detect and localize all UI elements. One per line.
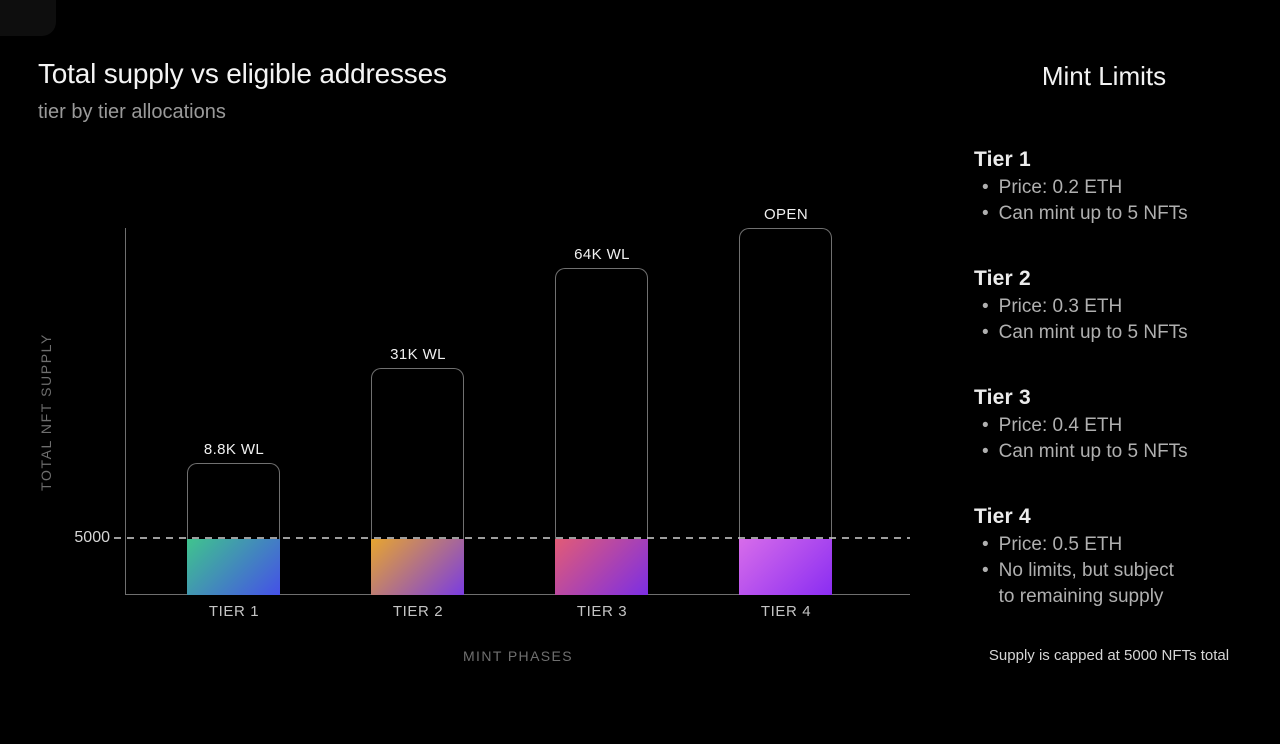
tier-bullet-item: • Price: 0.2 ETH — [974, 175, 1254, 201]
tier-bullet-item: • Price: 0.4 ETH — [974, 413, 1254, 439]
tier-info-block: Tier 1 • Price: 0.2 ETH • Can mint up to 5 N… — [974, 147, 1254, 227]
tier-bullet-item: • Can mint up to 5 NFTs — [974, 201, 1254, 227]
eligible-addresses-outline-bar — [187, 463, 280, 594]
bullet-text: Price: 0.4 ETH — [998, 415, 1123, 436]
bullet-dot: • — [982, 441, 989, 462]
tier-bullet-list: • Price: 0.3 ETH • Can mint up to 5 NFTs — [974, 294, 1254, 346]
x-axis-category-label: TIER 4 — [760, 603, 812, 620]
supply-gradient-bar — [187, 539, 280, 595]
bullet-text: Price: 0.5 ETH — [998, 534, 1123, 555]
y-axis-tick-5000: 5000 — [74, 529, 110, 546]
bullet-text: Price: 0.3 ETH — [998, 296, 1123, 317]
eligible-addresses-outline-bar — [739, 228, 832, 594]
tier-bullet-item: • No limits, but subject to remaining sup… — [974, 558, 1254, 610]
page-subtitle: tier by tier allocations — [38, 101, 226, 123]
tier-heading: Tier 1 — [974, 148, 1031, 171]
eligible-addresses-outline-bar — [555, 268, 648, 594]
bar-value-label: OPEN — [763, 206, 809, 223]
corner-decoration — [0, 0, 56, 36]
bullet-text: Can mint up to 5 NFTs — [998, 322, 1188, 343]
bullet-dot: • — [982, 322, 989, 343]
page-title: Total supply vs eligible addresses — [38, 58, 447, 89]
tier-bullet-item: • Can mint up to 5 NFTs — [974, 320, 1254, 346]
supply-gradient-bar — [739, 539, 832, 595]
bar-value-label: 31K WL — [390, 346, 446, 363]
bullet-text: No limits, but subject to remaining supp… — [998, 560, 1174, 607]
supply-gradient-bar — [371, 539, 464, 595]
bullet-dot: • — [982, 534, 989, 555]
bullet-dot: • — [982, 560, 989, 581]
tier-bullet-list: • Price: 0.2 ETH • Can mint up to 5 NFTs — [974, 175, 1254, 227]
bullet-dot: • — [982, 177, 989, 198]
supply-cap-dashed-line — [114, 537, 910, 539]
tier-info-block: Tier 3 • Price: 0.4 ETH • Can mint up to 5 N… — [974, 385, 1254, 465]
bar-value-label: 64K WL — [574, 246, 630, 263]
bullet-text: Price: 0.2 ETH — [998, 177, 1123, 198]
bullet-dot: • — [982, 203, 989, 224]
supply-gradient-bar — [555, 539, 648, 595]
y-axis-label: TOTAL NFT SUPPLY — [38, 333, 54, 491]
x-axis-category-label: TIER 2 — [392, 603, 444, 620]
x-axis-category-label: TIER 3 — [576, 603, 628, 620]
bar-value-label: 8.8K WL — [203, 441, 265, 458]
tier-heading: Tier 2 — [974, 267, 1031, 290]
tier-bullet-list: • Price: 0.4 ETH • Can mint up to 5 NFTs — [974, 413, 1254, 465]
eligible-addresses-outline-bar — [371, 368, 464, 594]
tier-info-block: Tier 2 • Price: 0.3 ETH • Can mint up to 5 N… — [974, 266, 1254, 346]
x-axis-line — [125, 594, 910, 595]
panel-title: Mint Limits — [1041, 61, 1167, 91]
tier-heading: Tier 3 — [974, 386, 1031, 409]
tier-bullet-item: • Price: 0.5 ETH — [974, 532, 1254, 558]
bullet-dot: • — [982, 296, 989, 317]
tier-bullet-list: • Price: 0.5 ETH • No limits, but subject t… — [974, 532, 1254, 610]
y-axis-line — [125, 228, 126, 595]
x-axis-category-label: TIER 1 — [208, 603, 260, 620]
tier-heading: Tier 4 — [974, 505, 1031, 528]
tier-bullet-item: • Can mint up to 5 NFTs — [974, 439, 1254, 465]
tier-info-block: Tier 4 • Price: 0.5 ETH • No limits, but sub… — [974, 504, 1254, 610]
bullet-text: Can mint up to 5 NFTs — [998, 441, 1188, 462]
x-axis-label: MINT PHASES — [462, 648, 574, 664]
bullet-text: Can mint up to 5 NFTs — [998, 203, 1188, 224]
bullet-dot: • — [982, 415, 989, 436]
tier-bullet-item: • Price: 0.3 ETH — [974, 294, 1254, 320]
supply-cap-footnote: Supply is capped at 5000 NFTs total — [988, 647, 1230, 664]
